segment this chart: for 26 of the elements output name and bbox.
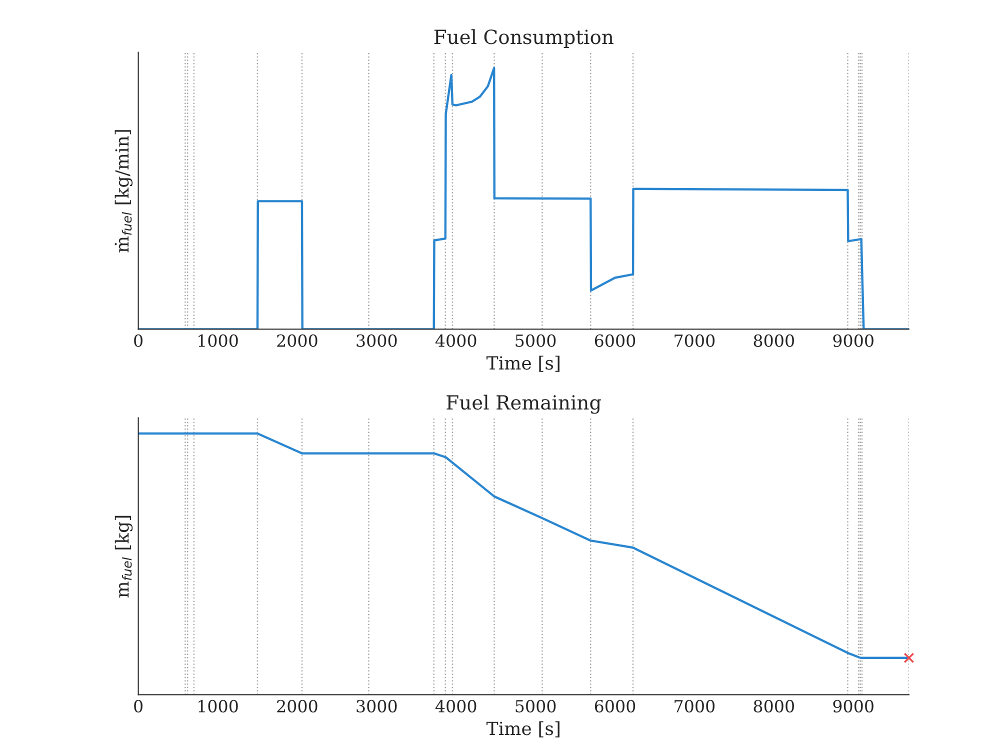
x-tick-label: 0 — [134, 334, 143, 347]
x-tick-label: 2000 — [277, 334, 318, 347]
x-tick-label: 5000 — [516, 334, 556, 347]
x-tick-label: 9000 — [833, 334, 874, 347]
x-tick-label: 7000 — [674, 334, 715, 347]
y-axis-title: ṁ$_{fuel}$ [kg/min] — [114, 130, 133, 252]
x-axis-title: Time [s] — [486, 356, 560, 372]
x-tick-label: 7000 — [674, 700, 715, 712]
x-axis-title: Time [s] — [486, 721, 560, 738]
y-axis-title: m$_{fuel}$ [kg] — [114, 516, 133, 598]
x-tick-label: 4000 — [435, 334, 476, 347]
x-tick-label: 4000 — [435, 700, 476, 712]
chart-title: Fuel Consumption — [434, 29, 614, 48]
chart-title: Fuel Remaining — [446, 394, 602, 414]
x-tick-label: 3000 — [356, 700, 397, 712]
x-tick-label: 1000 — [198, 700, 238, 712]
x-tick-label: 9000 — [833, 700, 874, 712]
x-tick-label: 0 — [134, 700, 143, 712]
x-tick-label: 1000 — [198, 334, 238, 347]
x-tick-label: 8000 — [754, 334, 794, 347]
x-tick-label: 2000 — [277, 700, 318, 712]
x-tick-label: 5000 — [516, 700, 556, 712]
x-tick-label: 3000 — [356, 334, 397, 347]
x-tick-label: 6000 — [594, 334, 636, 347]
x-tick-label: 8000 — [754, 700, 794, 712]
x-tick-label: 6000 — [594, 700, 636, 712]
